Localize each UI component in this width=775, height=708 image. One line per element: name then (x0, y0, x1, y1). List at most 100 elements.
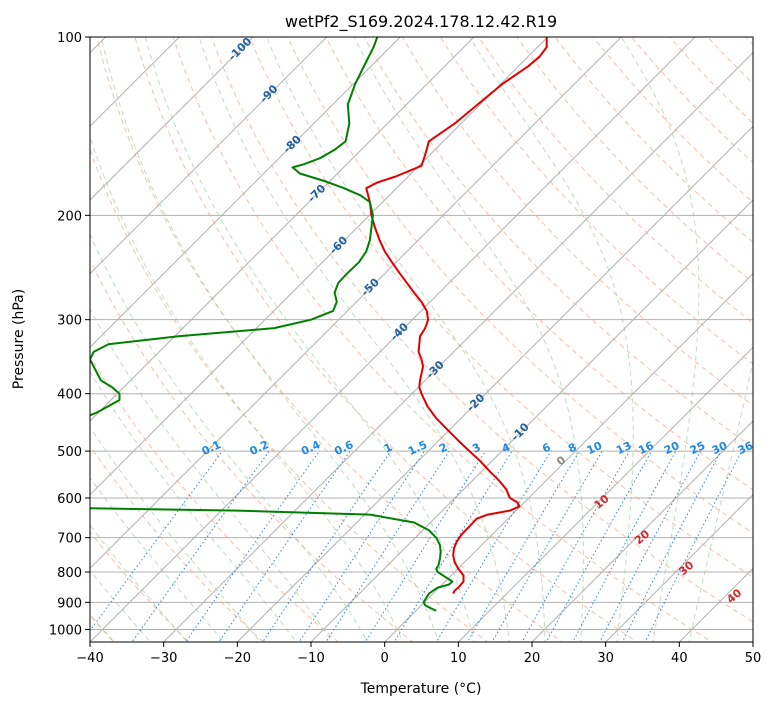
mixing-ratio-line (131, 450, 270, 642)
mixing-ratio-line (644, 450, 743, 642)
mixing-ratio-label: 0.2 (248, 438, 271, 458)
isotherm-line (90, 37, 696, 642)
mixing-ratio-line (572, 450, 677, 642)
dewpoint-profile (90, 37, 454, 612)
dry-adiabat (172, 37, 713, 642)
dry-adiabat (363, 37, 753, 448)
moist-adiabat (469, 37, 634, 642)
isotherm-line (678, 567, 753, 642)
dry-adiabat (439, 37, 753, 365)
moist-adiabat (90, 232, 369, 642)
x-tick-label: 30 (597, 651, 614, 666)
isotherm-line (383, 272, 753, 642)
y-tick-label: 100 (57, 31, 82, 46)
mixing-ratio-label: 0.1 (200, 438, 223, 458)
moist-adiabat (266, 37, 546, 642)
plot-frame (89, 36, 754, 643)
moist-adiabat-label: 30 (676, 558, 696, 578)
dry-adiabat (248, 37, 753, 578)
mixing-ratio-line (599, 450, 701, 642)
y-tick-label: 900 (57, 596, 82, 611)
mixing-ratio-label: 16 (636, 439, 656, 457)
moist-adiabat (144, 37, 475, 642)
dry-adiabat (96, 37, 564, 642)
mixing-ratio-label: 1.5 (406, 438, 429, 458)
moist-adiabat (90, 524, 188, 642)
moist-adiabat (353, 37, 584, 642)
isotherm-line (90, 37, 181, 128)
dry-adiabat (90, 258, 414, 642)
isotherm-line (604, 493, 753, 642)
y-axis-label: Pressure (hPa) (11, 289, 27, 389)
dry-adiabat (401, 37, 753, 406)
grid-layer (0, 10, 753, 654)
moist-adiabat (90, 426, 261, 642)
mixing-ratio-line (90, 450, 223, 632)
line-labels-layer: -100-90-80-70-60-50-40-30-20-100.1 0.2 0.4… (200, 37, 756, 606)
y-tick-label: 1000 (49, 623, 82, 638)
y-tick-label: 700 (57, 532, 82, 547)
isotherm-line (0, 10, 59, 654)
x-tick-label: −40 (76, 651, 103, 666)
moist-adiabat (90, 476, 225, 642)
background-lines-layer (90, 10, 775, 654)
x-tick-label: 20 (524, 651, 541, 666)
moist-adiabat (688, 358, 753, 642)
y-tick-label: 600 (57, 492, 82, 507)
isotherm-line (90, 37, 328, 275)
dry-adiabat (478, 37, 753, 324)
isotherm-line (90, 37, 549, 496)
dry-adiabat (630, 37, 753, 164)
isotherm-line (90, 37, 254, 201)
mixing-ratio-label: 13 (614, 439, 633, 457)
x-tick-label: 50 (745, 651, 762, 666)
mixing-ratio-label: 6 (540, 440, 553, 455)
mixing-ratio-label: 20 (662, 439, 682, 457)
isotherm-line (90, 37, 475, 422)
y-tick-label: 500 (57, 445, 82, 460)
dry-adiabat (90, 445, 265, 642)
mixing-ratio-line (491, 450, 603, 642)
dry-adiabat (592, 37, 753, 203)
mixing-ratio-line (325, 450, 450, 642)
mixing-ratio-line (185, 450, 320, 642)
moist-adiabat-label: 20 (632, 527, 652, 547)
dry-adiabat (287, 37, 753, 534)
mixing-ratio-label: 0.6 (332, 438, 355, 458)
x-tick-label: 40 (671, 651, 688, 666)
mixing-ratio-line (298, 450, 425, 642)
x-tick-label: −10 (297, 651, 324, 666)
x-tick-label: −20 (224, 651, 251, 666)
chart-title: wetPf2_S169.2024.178.12.42.R19 (285, 12, 557, 32)
dry-adiabat (90, 355, 339, 642)
y-tick-label: 200 (57, 209, 82, 224)
y-tick-label: 300 (57, 314, 82, 329)
isotherm-line (236, 125, 753, 642)
y-tick-label: 800 (57, 566, 82, 581)
isotherm-line (90, 37, 623, 570)
x-tick-label: 10 (450, 651, 467, 666)
temperature-profile (365, 37, 548, 595)
dry-adiabat (134, 37, 638, 642)
isotherm-line (310, 199, 753, 642)
moist-adiabat (90, 308, 333, 642)
x-tick-label: −30 (150, 651, 177, 666)
mixing-ratio-label: 10 (585, 439, 605, 457)
isotherm-line (752, 641, 753, 642)
mixing-ratio-line (262, 450, 392, 642)
mixing-ratio-line (364, 450, 486, 642)
isotherm-line (90, 37, 402, 349)
axes-layer: −40 −30 −20 −10 0 10 20 30 40 5010020030040050060… (49, 31, 761, 666)
dry-adiabat (210, 37, 753, 623)
dry-adiabat (758, 10, 775, 654)
isotherm-line (457, 346, 753, 642)
profile-layer (90, 37, 548, 612)
moist-adiabat-label: 10 (592, 492, 612, 512)
mixing-ratio-label: 36 (736, 439, 756, 457)
mixing-ratio-line (218, 450, 351, 642)
x-axis-label: Temperature (°C) (360, 681, 482, 697)
mixing-ratio-line (466, 450, 580, 642)
y-tick-label: 400 (57, 388, 82, 403)
moist-adiabat (90, 569, 152, 642)
